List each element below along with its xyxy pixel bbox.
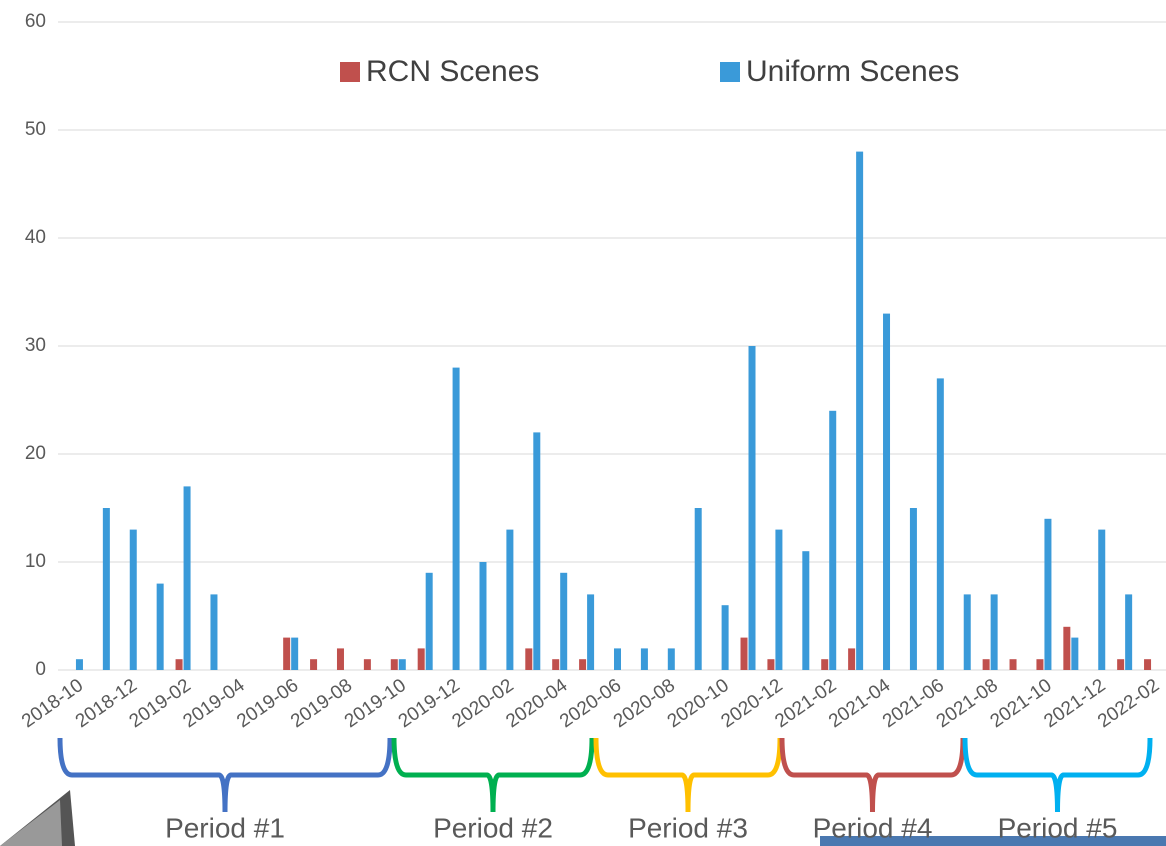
- y-tick-label: 20: [25, 443, 46, 464]
- legend-swatch: [720, 62, 740, 82]
- bar: [390, 659, 398, 670]
- bar: [614, 648, 621, 670]
- period-label: Period #3: [628, 812, 748, 843]
- bar: [417, 648, 425, 670]
- legend-label: Uniform Scenes: [746, 55, 959, 88]
- period-label: Period #4: [813, 812, 933, 843]
- bar: [936, 378, 944, 670]
- legend-label: RCN Scenes: [366, 55, 539, 88]
- period-label: Period #2: [433, 812, 553, 843]
- bar: [129, 529, 137, 670]
- bar: [856, 151, 864, 671]
- bar: [990, 594, 998, 670]
- bar: [506, 529, 514, 670]
- bar: [829, 410, 837, 670]
- bar: [1125, 594, 1133, 670]
- bar: [1144, 659, 1152, 670]
- logo-strip: [820, 836, 1166, 846]
- bar: [283, 637, 291, 670]
- bar: [210, 594, 218, 670]
- bar: [982, 659, 990, 670]
- bar: [363, 659, 371, 670]
- bar: [775, 529, 783, 670]
- period-bracket: [962, 737, 1153, 813]
- bar: [310, 659, 318, 670]
- bar: [1036, 659, 1044, 670]
- y-tick-label: 0: [35, 659, 46, 680]
- bar: [579, 659, 587, 670]
- bar: [909, 508, 917, 670]
- bar: [1063, 626, 1071, 670]
- period-label: Period #5: [998, 812, 1118, 843]
- bar: [1044, 518, 1052, 670]
- bar: [740, 637, 748, 670]
- bar: [1098, 529, 1106, 670]
- bar: [398, 659, 406, 670]
- y-tick-label: 40: [25, 227, 46, 248]
- bar: [525, 648, 533, 670]
- period-bracket: [593, 737, 783, 813]
- y-tick-label: 60: [25, 11, 46, 32]
- bar: [963, 594, 971, 670]
- bar: [552, 659, 560, 670]
- legend-swatch: [340, 62, 360, 82]
- bar: [102, 508, 110, 670]
- period-bracket: [391, 737, 595, 813]
- bar: [336, 648, 344, 670]
- period-bracket: [57, 737, 393, 813]
- bar: [721, 605, 729, 670]
- bar: [667, 648, 675, 670]
- bar: [479, 562, 487, 670]
- bar: [883, 313, 891, 670]
- bar: [848, 648, 856, 670]
- y-tick-label: 10: [25, 551, 46, 572]
- bar: [640, 648, 648, 670]
- bar: [156, 583, 164, 670]
- x-tick-label: 2022-02: [1094, 675, 1163, 732]
- bar: [748, 346, 756, 670]
- bar: [1071, 637, 1079, 670]
- bar: [183, 486, 191, 670]
- bar: [452, 367, 460, 670]
- y-tick-label: 30: [25, 335, 46, 356]
- bar: [821, 659, 829, 670]
- bar: [767, 659, 775, 670]
- period-bracket: [779, 737, 966, 813]
- period-label: Period #1: [165, 812, 285, 843]
- bar: [1117, 659, 1125, 670]
- bar: [533, 432, 541, 670]
- bar: [425, 572, 433, 670]
- bar: [75, 659, 83, 670]
- bar: [694, 508, 702, 670]
- bar: [560, 572, 568, 670]
- bar: [587, 594, 595, 670]
- bar: [802, 551, 810, 670]
- logo: [0, 790, 75, 846]
- bar: [291, 637, 299, 670]
- y-tick-label: 50: [25, 119, 46, 140]
- bar: [1009, 659, 1017, 670]
- bar: [175, 659, 183, 670]
